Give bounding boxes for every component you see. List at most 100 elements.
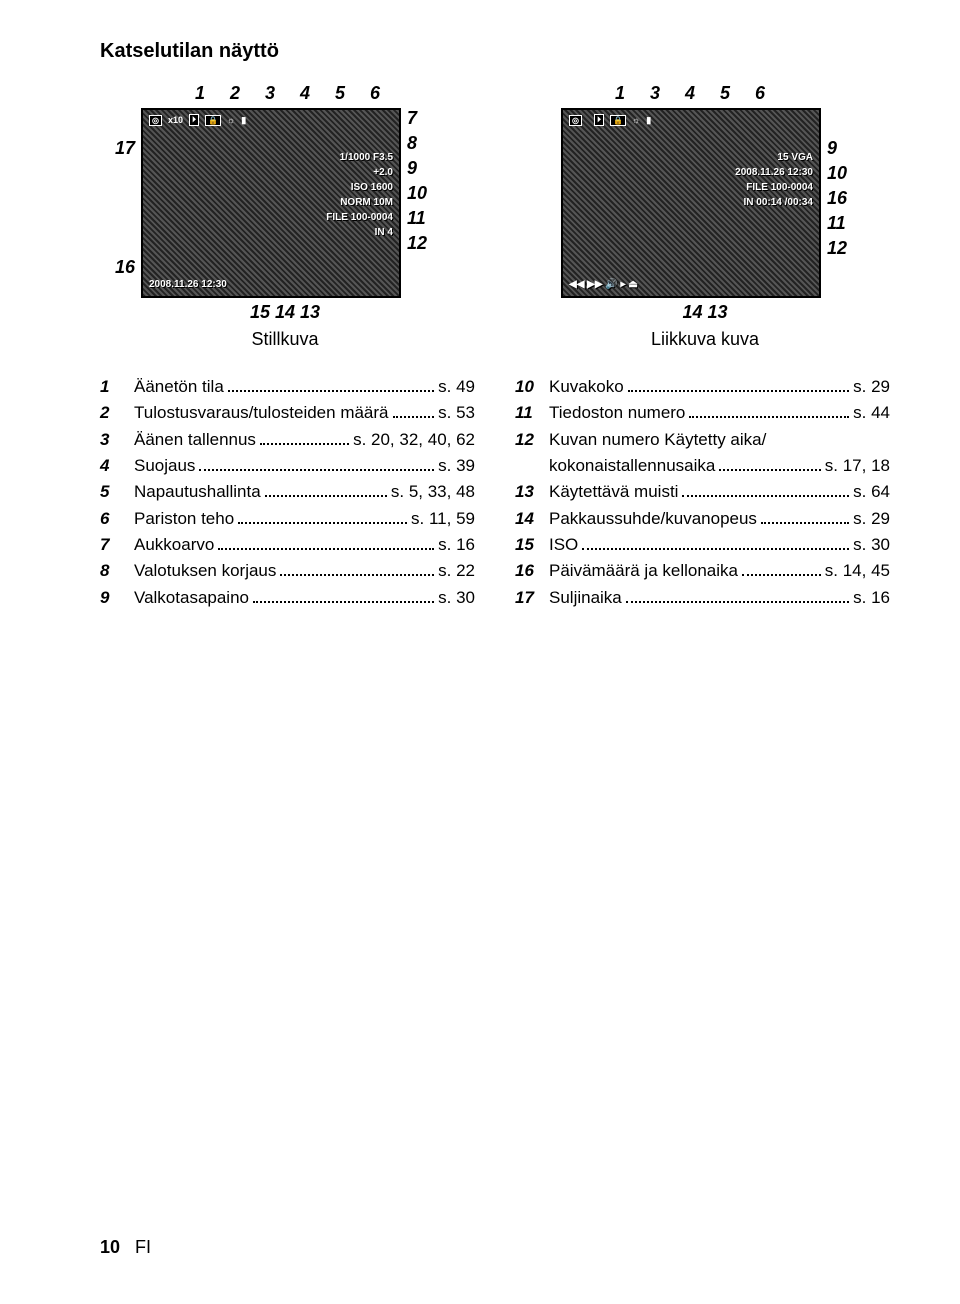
legend-row: 17Suljinaikas. 16 [515, 585, 890, 611]
legend-dots [199, 456, 434, 471]
legend-page: s. 22 [438, 558, 475, 584]
legend-label: Pariston teho [134, 506, 234, 532]
audio-icon: ⏵ [189, 114, 199, 126]
legend-label: kokonaistallennusaika [549, 453, 715, 479]
legend-row: 5Napautushallinta s. 5, 33, 48 [100, 479, 475, 505]
legend-label: Kuvakoko [549, 374, 624, 400]
legend-page: s. 11, 59 [411, 506, 475, 532]
legend-dots [238, 508, 407, 523]
legend-page: s. 30 [853, 532, 890, 558]
callout-num: 10 [827, 163, 847, 184]
legend-page: s. 44 [853, 400, 890, 426]
legend-num: 14 [515, 506, 549, 532]
legend-dots [218, 535, 434, 550]
lang-code: FI [135, 1237, 151, 1257]
legend-label: Kuvan numero Käytetty aika/ [549, 427, 766, 453]
still-right-callouts: 7 8 9 10 11 12 [401, 108, 427, 254]
lock-icon: 🔒 [205, 115, 221, 126]
legend: 1Äänetön tilas. 492Tulostusvaraus/tulost… [100, 374, 890, 611]
legend-dots [265, 482, 387, 497]
callout-num: 9 [827, 138, 847, 159]
legend-num: 15 [515, 532, 549, 558]
legend-dots [582, 535, 849, 550]
page-footer: 10 FI [100, 1237, 151, 1258]
legend-page: s. 5, 33, 48 [391, 479, 475, 505]
callout-num: 16 [105, 257, 135, 278]
legend-num: 6 [100, 506, 134, 532]
movie-screen-wrap: . ◎ ⏵ 🔒 ☼ ▮ 15 VGA 2008.11.26 12:30 FILE… [525, 108, 885, 298]
legend-num: 16 [515, 558, 549, 584]
legend-label: ISO [549, 532, 578, 558]
legend-num: 7 [100, 532, 134, 558]
legend-row: 7Aukkoarvos. 16 [100, 532, 475, 558]
movie-datetime: 2008.11.26 12:30 [735, 165, 813, 180]
legend-dots [628, 377, 849, 392]
print-reserve-icon: x10 [168, 115, 183, 125]
legend-page: s. 53 [438, 400, 475, 426]
legend-page: s. 16 [438, 532, 475, 558]
legend-page: s. 30 [438, 585, 475, 611]
legend-row: 11Tiedoston numeros. 44 [515, 400, 890, 426]
shutter-aperture: 1/1000 F3.5 [326, 150, 393, 165]
callout-num: 12 [407, 233, 427, 254]
frame-size: 15 VGA [735, 150, 813, 165]
battery-icon: ▮ [241, 115, 246, 126]
legend-label: Pakkaussuhde/kuvanopeus [549, 506, 757, 532]
movie-bottom-callouts: 14 13 [525, 302, 885, 323]
still-topbar: ◎ x10 ⏵ 🔒 ☼ ▮ [149, 114, 393, 126]
page-number: 10 [100, 1237, 120, 1257]
legend-num: 8 [100, 558, 134, 584]
legend-dots [228, 377, 434, 392]
legend-row: 12Kuvan numero Käytetty aika/ [515, 427, 890, 453]
legend-page: s. 39 [438, 453, 475, 479]
legend-label: Napautushallinta [134, 479, 261, 505]
legend-label: Äänen tallennus [134, 427, 256, 453]
callout-num: 7 [407, 108, 427, 129]
legend-row: 1Äänetön tilas. 49 [100, 374, 475, 400]
callout-num: 17 [105, 138, 135, 159]
legend-row: 16Päivämäärä ja kellonaika s. 14, 45 [515, 558, 890, 584]
movie-diagram: 1 3 4 5 6 . ◎ ⏵ 🔒 ☼ ▮ 15 VGA 2008.11.26 … [525, 83, 885, 350]
callout-num: 16 [827, 188, 847, 209]
movie-screen: ◎ ⏵ 🔒 ☼ ▮ 15 VGA 2008.11.26 12:30 FILE 1… [561, 108, 821, 298]
legend-num: 12 [515, 427, 549, 453]
legend-page: s. 17, 18 [825, 453, 890, 479]
tap-icon: ☼ [227, 115, 235, 125]
legend-row: 2Tulostusvaraus/tulosteiden määräs. 53 [100, 400, 475, 426]
callout-num: 10 [407, 183, 427, 204]
movie-topbar: ◎ ⏵ 🔒 ☼ ▮ [569, 114, 813, 126]
legend-page: s. 14, 45 [825, 558, 890, 584]
movie-top-callouts: 1 3 4 5 6 [525, 83, 885, 104]
legend-row: 10Kuvakokos. 29 [515, 374, 890, 400]
legend-dots [719, 456, 820, 471]
legend-page: s. 64 [853, 479, 890, 505]
legend-num: 5 [100, 479, 134, 505]
legend-dots [393, 403, 435, 418]
elapsed-total: IN 00:14 /00:34 [735, 195, 813, 210]
still-bottom-callouts: 15 14 13 [105, 302, 465, 323]
legend-label: Valotuksen korjaus [134, 558, 276, 584]
audio-icon: ⏵ [594, 114, 604, 126]
lock-icon: 🔒 [610, 115, 626, 126]
callout-num: 11 [827, 213, 847, 234]
legend-row: 14Pakkaussuhde/kuvanopeuss. 29 [515, 506, 890, 532]
legend-num: 3 [100, 427, 134, 453]
tap-icon: ☼ [632, 115, 640, 125]
legend-page: s. 49 [438, 374, 475, 400]
legend-num: 9 [100, 585, 134, 611]
diagrams-row: 1 2 3 4 5 6 17 16 ◎ x10 ⏵ 🔒 ☼ ▮ 1/1000 F… [100, 83, 890, 350]
legend-row: 8Valotuksen korjaus s. 22 [100, 558, 475, 584]
legend-label: Päivämäärä ja kellonaika [549, 558, 738, 584]
page-title: Katselutilan näyttö [100, 40, 890, 63]
legend-num: 13 [515, 479, 549, 505]
exposure-comp: +2.0 [326, 165, 393, 180]
legend-label: Valkotasapaino [134, 585, 249, 611]
iso-value: ISO 1600 [326, 180, 393, 195]
legend-num: 11 [515, 400, 549, 426]
legend-row: 15ISO s. 30 [515, 532, 890, 558]
still-screen-wrap: 17 16 ◎ x10 ⏵ 🔒 ☼ ▮ 1/1000 F3.5 +2.0 ISO… [105, 108, 465, 298]
callout-num: 8 [407, 133, 427, 154]
still-info: 1/1000 F3.5 +2.0 ISO 1600 NORM 10M FILE … [326, 150, 393, 240]
movie-controls: ◀◀ ▶▶ 🔊 ▸ ⏏ [569, 279, 638, 290]
legend-dots [253, 587, 434, 602]
